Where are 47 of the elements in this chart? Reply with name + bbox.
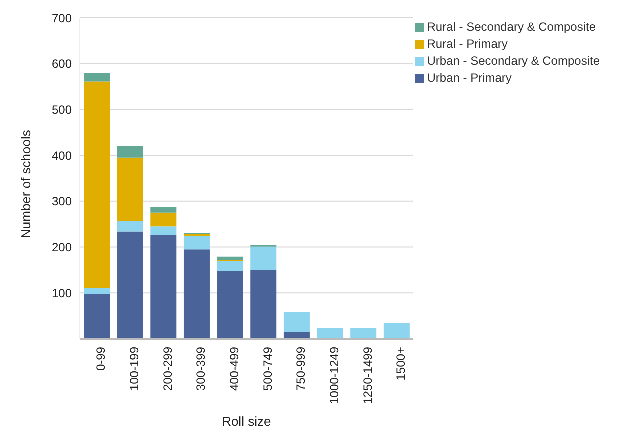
bar [184, 250, 210, 339]
bar [150, 226, 177, 236]
x-tick-label: 0-99 [94, 346, 108, 372]
legend-label: Urban - Secondary & Composite [427, 54, 600, 68]
y-tick-label: 400 [52, 148, 72, 163]
bar [117, 158, 144, 222]
bar [250, 246, 277, 270]
legend-label: Urban - Primary [427, 71, 512, 85]
bar [217, 271, 244, 339]
bar [184, 236, 210, 250]
bar [184, 234, 210, 236]
x-tick-label: 100-199 [128, 346, 142, 392]
x-tick-label: 200-299 [160, 346, 175, 392]
bar [217, 261, 244, 272]
y-tick-label: 600 [52, 57, 72, 72]
bar [117, 232, 144, 339]
x-tick-label: 1500+ [394, 347, 408, 381]
legend-label: Rural - Secondary & Composite [427, 20, 596, 34]
legend-label: Rural - Primary [427, 37, 508, 51]
x-tick-label: 300-399 [194, 346, 208, 392]
y-tick-label: 300 [52, 194, 72, 209]
x-tick-label: 400-499 [227, 346, 242, 392]
x-axis-title: Roll size [222, 414, 272, 429]
bar [250, 270, 277, 339]
y-tick-label: 200 [52, 240, 72, 255]
bar [150, 235, 177, 339]
bar [117, 146, 144, 158]
y-tick-label: 100 [52, 286, 72, 300]
x-tick-label: 1000-1249 [327, 346, 342, 404]
bar [217, 256, 244, 260]
bar [384, 322, 410, 339]
bar [84, 73, 110, 82]
bar [150, 207, 177, 213]
x-tick-label: 1250-1499 [360, 346, 375, 404]
bar [317, 328, 344, 339]
bar [150, 212, 177, 227]
bar [350, 328, 377, 339]
y-tick-label: 500 [52, 102, 72, 117]
x-tick-label: 750-999 [294, 346, 308, 392]
bar [117, 221, 144, 232]
bar [84, 294, 110, 339]
bar [84, 288, 110, 294]
y-axis-title: Number of schools [18, 130, 34, 238]
bar [84, 82, 110, 289]
x-tick-label: 500-749 [260, 346, 275, 392]
bar [284, 312, 310, 332]
y-tick-label: 700 [52, 11, 72, 26]
